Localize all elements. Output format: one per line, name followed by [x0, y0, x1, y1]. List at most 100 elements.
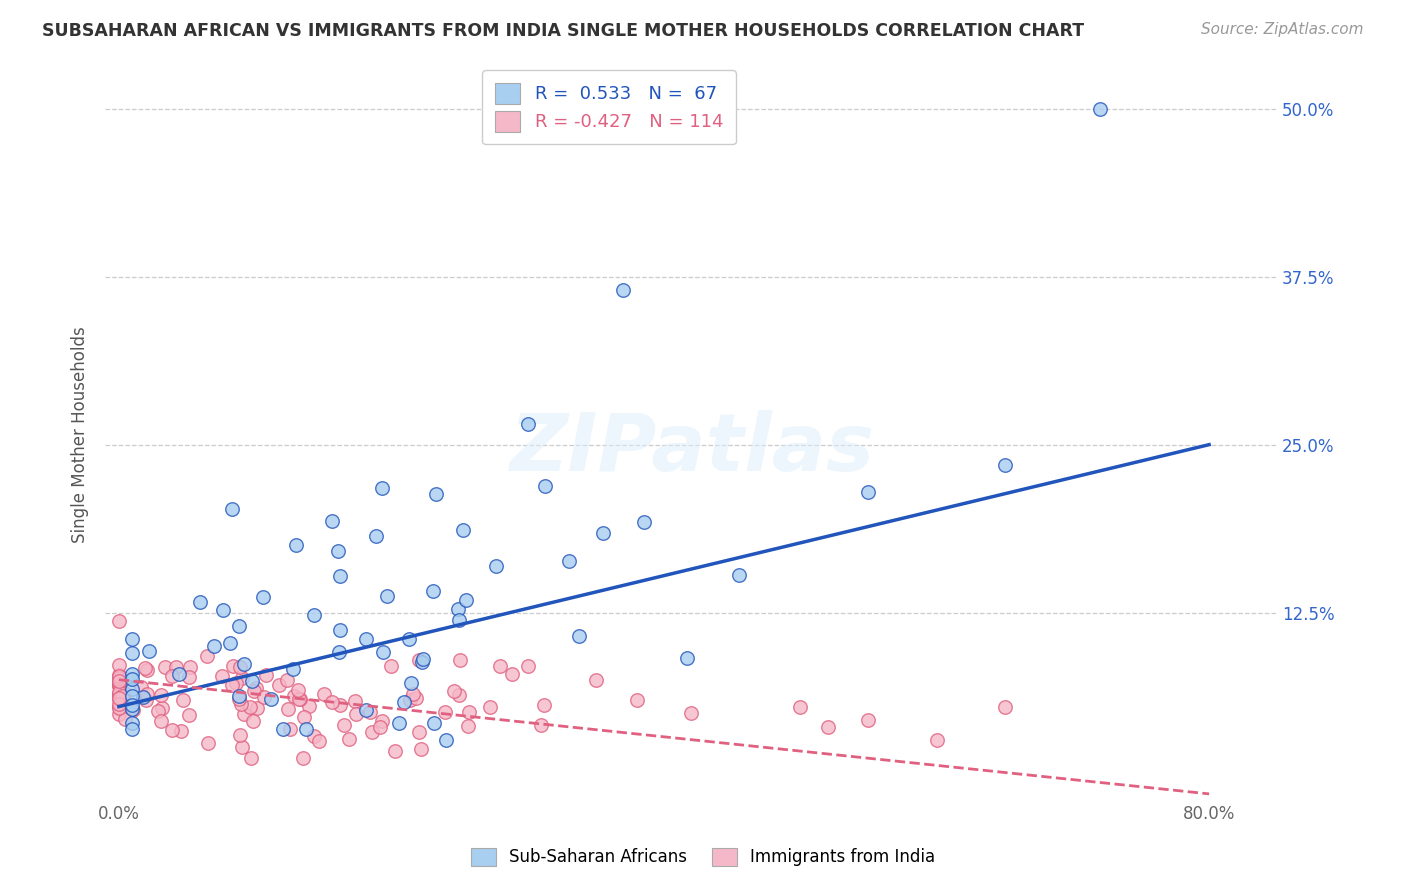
Point	[202, 639, 225, 653]
Point	[179, 660, 201, 674]
Point	[329, 623, 352, 637]
Point	[108, 678, 131, 692]
Point	[149, 688, 172, 702]
Point	[132, 690, 155, 704]
Point	[449, 689, 471, 703]
Point	[225, 676, 247, 690]
Point	[242, 714, 264, 729]
Point	[304, 730, 326, 744]
Point	[359, 705, 381, 719]
Point	[138, 644, 160, 658]
Point	[858, 713, 880, 727]
Point	[558, 554, 581, 568]
Point	[295, 722, 318, 736]
Point	[135, 693, 157, 707]
Point	[308, 733, 330, 747]
Point	[172, 693, 194, 707]
Point	[239, 700, 262, 714]
Point	[121, 698, 143, 712]
Legend: Sub-Saharan Africans, Immigrants from India: Sub-Saharan Africans, Immigrants from In…	[464, 841, 942, 873]
Point	[231, 671, 253, 685]
Point	[789, 699, 811, 714]
Point	[728, 567, 751, 582]
Point	[612, 283, 634, 297]
Point	[302, 608, 325, 623]
Point	[361, 725, 384, 739]
Point	[281, 662, 304, 676]
Point	[108, 688, 131, 702]
Point	[108, 677, 131, 691]
Point	[121, 682, 143, 697]
Text: SUBSAHARAN AFRICAN VS IMMIGRANTS FROM INDIA SINGLE MOTHER HOUSEHOLDS CORRELATION: SUBSAHARAN AFRICAN VS IMMIGRANTS FROM IN…	[42, 22, 1084, 40]
Point	[1088, 102, 1111, 116]
Point	[108, 698, 131, 712]
Point	[122, 703, 145, 717]
Point	[108, 668, 131, 682]
Point	[228, 692, 250, 706]
Point	[371, 714, 394, 728]
Point	[170, 723, 193, 738]
Point	[388, 716, 411, 731]
Point	[121, 701, 143, 715]
Legend: R =  0.533   N =  67, R = -0.427   N = 114: R = 0.533 N = 67, R = -0.427 N = 114	[482, 70, 735, 145]
Point	[229, 698, 252, 712]
Point	[485, 558, 508, 573]
Point	[408, 652, 430, 666]
Point	[108, 699, 131, 714]
Point	[218, 636, 240, 650]
Text: Source: ZipAtlas.com: Source: ZipAtlas.com	[1201, 22, 1364, 37]
Point	[405, 691, 427, 706]
Point	[246, 701, 269, 715]
Point	[312, 687, 335, 701]
Point	[422, 583, 444, 598]
Point	[392, 695, 415, 709]
Point	[231, 740, 253, 755]
Point	[111, 690, 134, 704]
Point	[626, 693, 648, 707]
Point	[681, 706, 703, 721]
Point	[243, 684, 266, 698]
Point	[354, 703, 377, 717]
Point	[135, 687, 157, 701]
Point	[114, 713, 136, 727]
Point	[121, 689, 143, 703]
Point	[108, 673, 131, 688]
Point	[148, 705, 170, 719]
Point	[108, 669, 131, 683]
Point	[253, 690, 276, 705]
Point	[568, 629, 591, 643]
Point	[197, 736, 219, 750]
Point	[994, 458, 1017, 472]
Point	[585, 673, 607, 687]
Point	[356, 632, 378, 646]
Point	[333, 718, 356, 732]
Point	[371, 482, 394, 496]
Point	[221, 678, 243, 692]
Point	[478, 700, 501, 714]
Point	[321, 695, 343, 709]
Point	[398, 692, 420, 706]
Point	[108, 706, 131, 721]
Text: ZIPatlas: ZIPatlas	[509, 410, 873, 488]
Point	[449, 614, 471, 628]
Point	[344, 694, 367, 708]
Point	[188, 594, 211, 608]
Point	[329, 698, 352, 712]
Point	[150, 701, 173, 715]
Point	[276, 673, 298, 687]
Point	[321, 514, 343, 528]
Point	[131, 680, 153, 694]
Point	[108, 614, 131, 628]
Point	[489, 659, 512, 673]
Point	[267, 678, 290, 692]
Point	[260, 692, 283, 706]
Point	[530, 718, 553, 732]
Point	[108, 685, 131, 699]
Point	[254, 668, 277, 682]
Point	[408, 725, 430, 739]
Point	[121, 722, 143, 736]
Point	[239, 750, 262, 764]
Point	[425, 486, 447, 500]
Point	[228, 728, 250, 742]
Point	[380, 659, 402, 673]
